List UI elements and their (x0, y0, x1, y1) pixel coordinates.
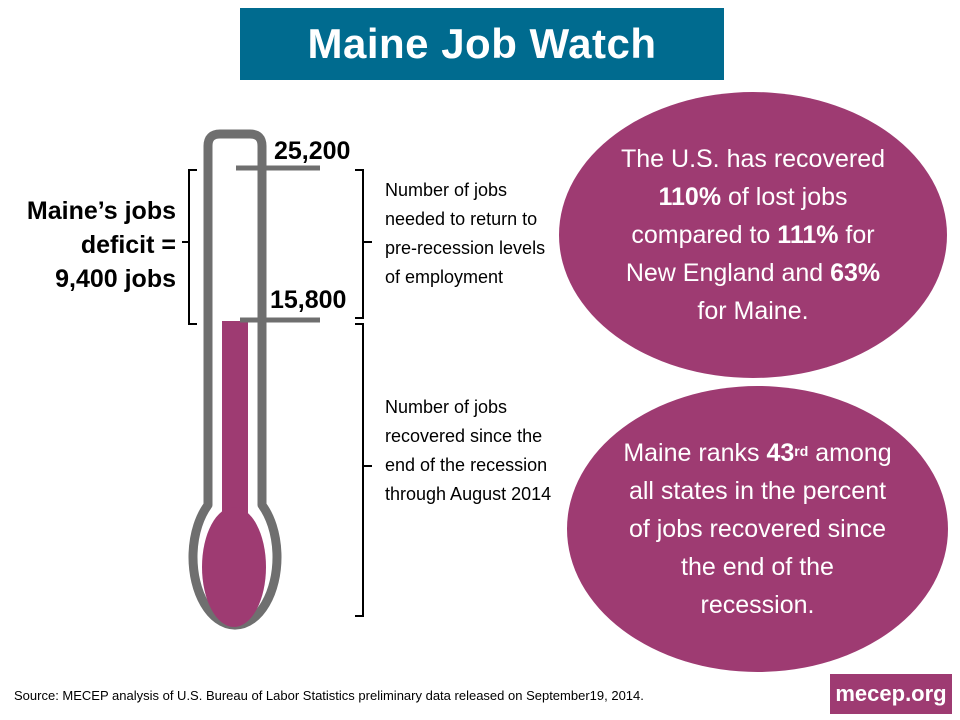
recovered-bracket (355, 323, 372, 617)
deficit-line1: Maine’s jobs (26, 197, 176, 225)
jobs-recovered-description: Number of jobs recovered since the end o… (385, 397, 552, 504)
jobs-needed-description: Number of jobs needed to return to pre-r… (385, 180, 546, 287)
deficit-bracket (182, 169, 197, 325)
source-note: Source: MECEP analysis of U.S. Bureau of… (14, 688, 644, 703)
us-recovery-callout: The U.S. has recovered 110% of lost jobs… (559, 92, 947, 378)
deficit-line3: 9,400 jobs (55, 265, 176, 293)
mercury-bulb (202, 507, 266, 627)
us-recovery-text: The U.S. has recovered 110% of lost jobs… (620, 145, 885, 325)
deficit-label: Maine’s jobs deficit = 9,400 jobs (0, 194, 176, 296)
needed-bracket (355, 169, 372, 319)
maine-rank-callout: Maine ranks 43rd among all states in the… (567, 386, 948, 672)
mercury-column (222, 321, 248, 521)
top-value-label: 25,200 (274, 137, 351, 165)
deficit-line2: deficit = (80, 231, 176, 259)
mecep-link[interactable]: mecep.org (830, 674, 952, 714)
maine-rank-text: Maine ranks 43rd among all states in the… (623, 439, 892, 619)
current-value-label: 15,800 (270, 286, 347, 314)
title-banner: Maine Job Watch (240, 8, 724, 80)
page-title: Maine Job Watch (307, 20, 657, 67)
